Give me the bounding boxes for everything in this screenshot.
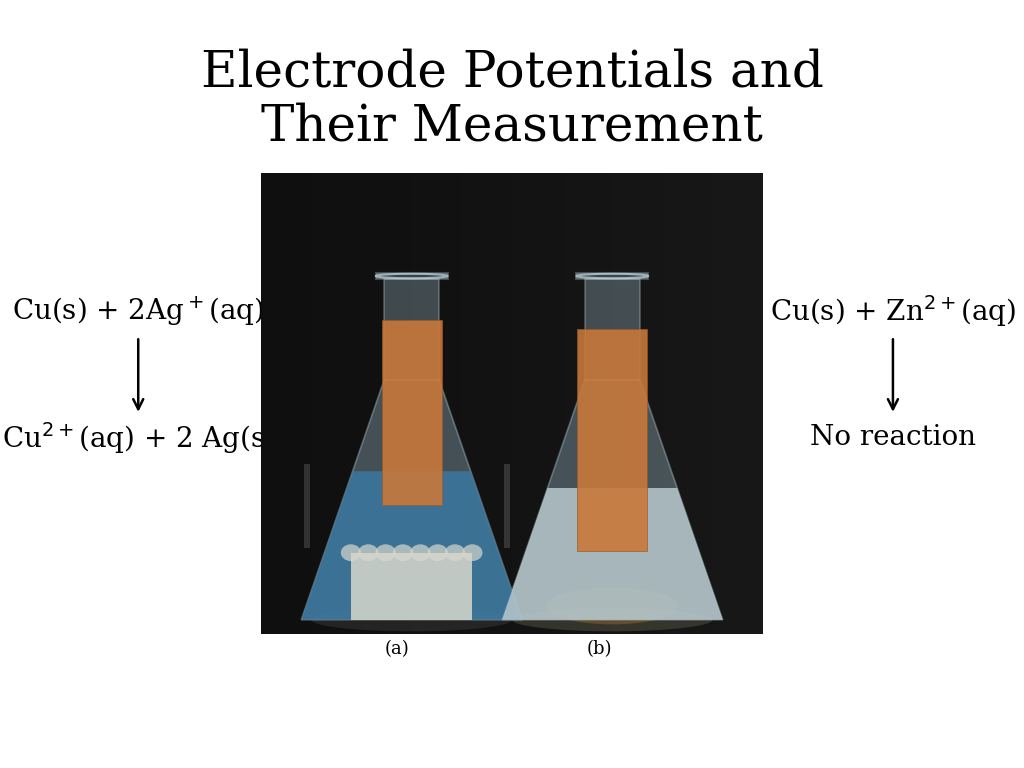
Bar: [382, 320, 441, 505]
Text: (b): (b): [587, 640, 611, 658]
Polygon shape: [502, 488, 723, 620]
Bar: [512, 173, 562, 634]
Bar: [663, 173, 713, 634]
Polygon shape: [301, 472, 522, 620]
Text: Cu(s) + 2Ag$^+$(aq): Cu(s) + 2Ag$^+$(aq): [12, 294, 264, 328]
Text: No reaction: No reaction: [810, 424, 976, 452]
Polygon shape: [301, 380, 522, 620]
Bar: [376, 273, 447, 279]
Polygon shape: [502, 380, 723, 620]
Ellipse shape: [411, 545, 430, 561]
Bar: [361, 173, 412, 634]
Ellipse shape: [428, 545, 447, 561]
Bar: [577, 273, 648, 279]
Bar: [384, 279, 439, 380]
Ellipse shape: [341, 545, 361, 561]
Bar: [585, 279, 640, 380]
Bar: [612, 173, 663, 634]
Ellipse shape: [546, 588, 679, 624]
Bar: [311, 173, 361, 634]
Text: Electrode Potentials and: Electrode Potentials and: [201, 48, 823, 98]
Text: Cu(s) + Zn$^{2+}$(aq): Cu(s) + Zn$^{2+}$(aq): [770, 293, 1016, 329]
Bar: [562, 173, 612, 634]
Bar: [261, 173, 311, 634]
Bar: [505, 464, 511, 548]
Bar: [304, 464, 310, 548]
Text: Cu$^{2+}$(aq) + 2 Ag(s): Cu$^{2+}$(aq) + 2 Ag(s): [2, 420, 274, 455]
Ellipse shape: [393, 545, 413, 561]
Bar: [462, 173, 512, 634]
Text: (a): (a): [385, 640, 410, 658]
Ellipse shape: [376, 545, 395, 561]
Ellipse shape: [444, 545, 465, 561]
Bar: [351, 553, 472, 620]
Ellipse shape: [512, 608, 713, 631]
Bar: [412, 173, 462, 634]
Ellipse shape: [358, 545, 379, 561]
Ellipse shape: [311, 608, 512, 631]
Text: Their Measurement: Their Measurement: [261, 102, 763, 151]
Ellipse shape: [462, 545, 482, 561]
Bar: [578, 329, 647, 551]
Bar: [713, 173, 763, 634]
